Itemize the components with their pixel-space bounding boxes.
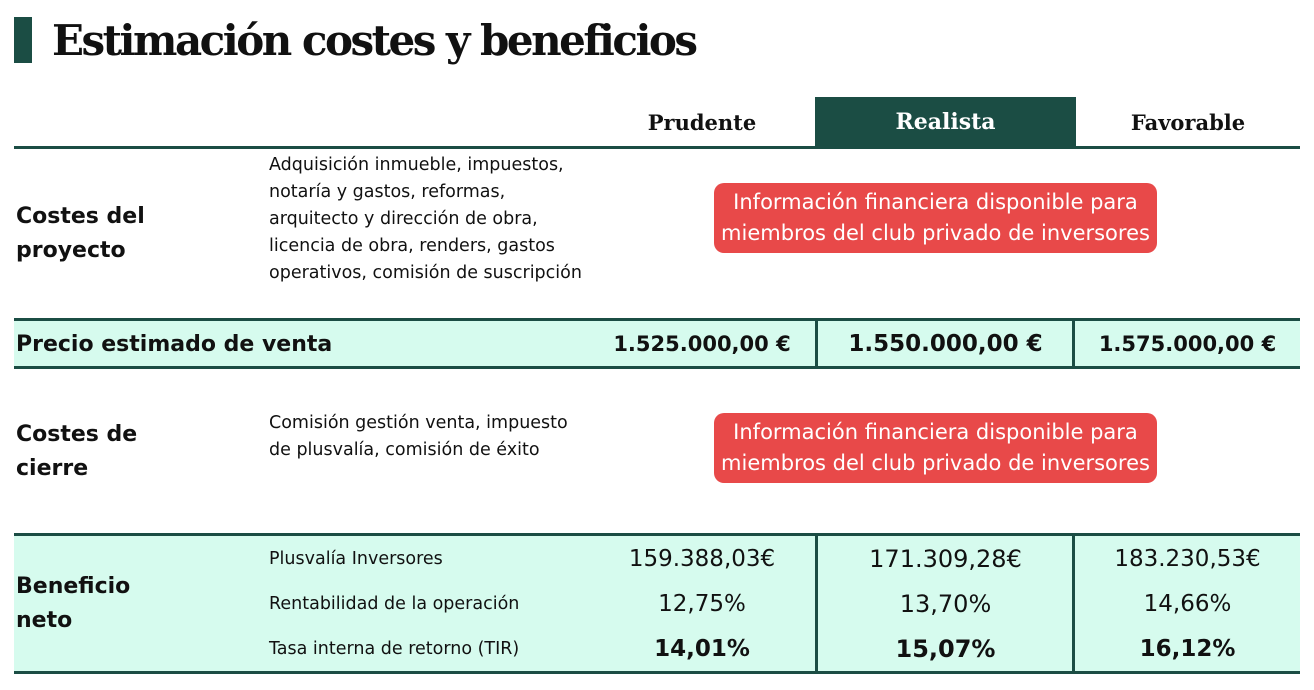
column-header-realista: Realista <box>815 97 1076 147</box>
metric-tir-realista: 15,07% <box>895 635 996 663</box>
sale-price-realista: 1.550.000,00 € <box>848 331 1043 357</box>
closing-costs-description: Comisión gestión venta, impuesto de plus… <box>269 413 568 460</box>
metric-tir-label: Tasa interna de retorno (TIR) <box>269 639 520 659</box>
sale-price-divider-1 <box>815 318 818 369</box>
closing-costs-label: Costes de cierre <box>16 422 138 481</box>
metric-rentabilidad-label: Rentabilidad de la operación <box>269 594 520 614</box>
sale-price-bottom-border <box>14 366 1300 369</box>
metric-rentabilidad-favorable: 14,66% <box>1143 591 1232 617</box>
metric-plusvalia-prudente: 159.388,03€ <box>628 546 776 572</box>
sale-price-top-border <box>14 318 1300 321</box>
metric-plusvalia-realista: 171.309,28€ <box>869 545 1022 573</box>
metric-tir-favorable: 16,12% <box>1139 636 1236 662</box>
metric-tir-prudente: 14,01% <box>654 636 750 662</box>
net-profit-band <box>14 534 1300 674</box>
title-accent-bar <box>14 17 32 63</box>
metric-plusvalia-label: Plusvalía Inversores <box>269 549 443 569</box>
sale-price-prudente: 1.525.000,00 € <box>613 332 791 356</box>
project-costs-label: Costes del proyecto <box>16 204 145 263</box>
net-profit-divider-1 <box>815 534 818 674</box>
sale-price-favorable: 1.575.000,00 € <box>1098 332 1277 356</box>
sale-price-divider-2 <box>1072 318 1075 369</box>
metric-rentabilidad-realista: 13,70% <box>899 590 992 618</box>
metric-plusvalia-favorable: 183.230,53€ <box>1114 546 1261 572</box>
net-profit-divider-2 <box>1072 534 1075 674</box>
sale-price-band <box>14 318 1300 369</box>
project-costs-notice: Información financiera disponible para m… <box>714 183 1157 253</box>
net-profit-label: Beneficio neto <box>16 574 131 633</box>
net-profit-bottom-border <box>14 671 1300 674</box>
header-divider <box>14 146 1300 149</box>
column-header-favorable: Favorable <box>1130 109 1246 135</box>
net-profit-top-border <box>14 533 1300 536</box>
column-header-prudente: Prudente <box>647 109 757 135</box>
closing-costs-notice: Información financiera disponible para m… <box>714 413 1157 483</box>
metric-rentabilidad-prudente: 12,75% <box>658 591 746 617</box>
page-title: Estimación costes y beneficios <box>52 16 698 65</box>
sale-price-label: Precio estimado de venta <box>16 331 333 357</box>
project-costs-description: Adquisición inmueble, impuestos, notaría… <box>269 155 582 283</box>
